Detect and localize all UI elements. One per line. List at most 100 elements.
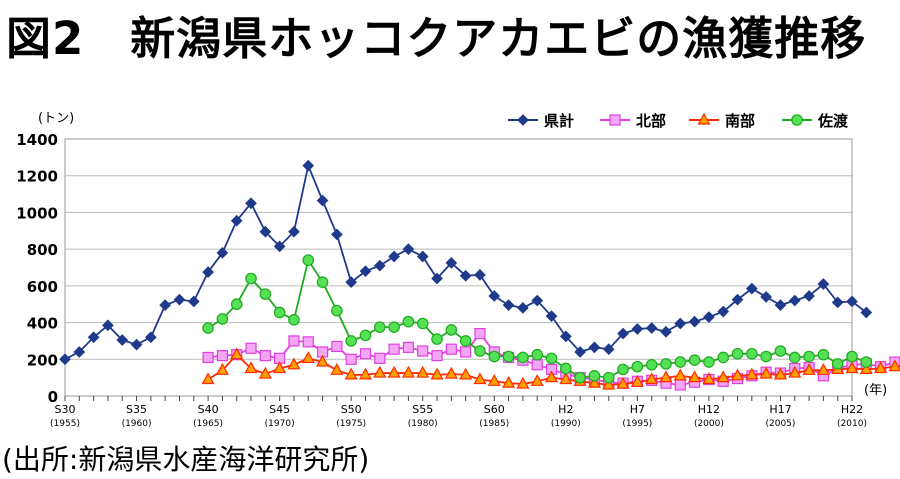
data-point (631, 360, 644, 373)
data-point (831, 358, 844, 370)
data-point (230, 298, 243, 311)
data-point (674, 317, 687, 330)
legend-label: 北部 (636, 112, 666, 130)
data-point (860, 306, 873, 319)
data-point (331, 228, 343, 241)
x-tick-sublabel: (1980) (408, 419, 438, 429)
data-point (859, 362, 873, 374)
data-point (244, 361, 258, 374)
data-point (587, 375, 601, 388)
data-point (344, 367, 358, 380)
legend-marker (609, 114, 621, 126)
data-point (731, 293, 744, 306)
data-point (259, 288, 272, 300)
data-point (631, 323, 644, 335)
data-point (445, 257, 458, 269)
data-point (545, 352, 558, 365)
data-point (331, 304, 343, 317)
x-tick-sublabel: (2005) (765, 419, 795, 429)
data-point (731, 347, 744, 360)
data-point (230, 214, 243, 227)
data-point (73, 346, 86, 358)
y-tick-label: 1000 (16, 204, 58, 222)
data-point (359, 348, 372, 360)
data-point (444, 366, 458, 379)
data-point (530, 374, 544, 386)
data-point (359, 329, 372, 342)
data-point (445, 343, 457, 355)
data-point (717, 305, 730, 318)
data-point (474, 345, 486, 357)
legend-marker (791, 114, 803, 126)
data-point (745, 282, 758, 295)
data-point (301, 351, 315, 363)
data-point (273, 361, 287, 374)
data-point (846, 295, 858, 308)
data-point (688, 354, 701, 367)
data-point (373, 321, 386, 333)
data-point (673, 368, 687, 381)
y-tick-label: 0 (48, 388, 58, 406)
x-tick-label: S40 (198, 403, 219, 416)
data-point (216, 313, 229, 325)
data-point (216, 246, 229, 259)
data-point (402, 341, 415, 353)
y-tick-label: 200 (27, 351, 58, 369)
data-point (559, 372, 573, 385)
data-point (459, 335, 472, 347)
data-point (802, 363, 816, 375)
data-point (588, 370, 601, 382)
data-point (373, 259, 386, 272)
data-point (416, 365, 430, 378)
data-point (703, 311, 715, 323)
data-point (273, 240, 286, 253)
data-point (502, 375, 516, 388)
data-point (258, 366, 272, 379)
data-point (445, 324, 458, 336)
data-point (846, 350, 858, 363)
data-point (287, 357, 301, 370)
data-point (388, 250, 400, 263)
data-point (544, 370, 559, 383)
data-point (259, 350, 271, 362)
x-tick-label: S55 (412, 403, 433, 416)
data-point (388, 321, 400, 333)
x-tick-label: S30 (55, 403, 76, 416)
data-point (401, 365, 415, 378)
data-point (259, 225, 272, 238)
data-point (488, 350, 501, 363)
data-point (803, 290, 815, 302)
data-point (316, 194, 329, 207)
data-point (487, 374, 501, 386)
data-point (688, 315, 701, 328)
data-point (531, 359, 543, 371)
legend: 県計 北部 南部 佐渡 (508, 112, 849, 130)
legend-label: 南部 (725, 112, 755, 130)
data-point (288, 225, 300, 238)
data-point (302, 336, 314, 348)
data-point (358, 367, 373, 380)
plot-area (64, 138, 853, 397)
data-point (345, 353, 357, 365)
x-tick-sublabel: (1965) (193, 419, 223, 429)
x-axis-ticks: S30 (1955) S35 (1960) S40 (1965) S45 (1970) S50 (… (50, 396, 867, 429)
data-point (803, 350, 815, 363)
x-axis-label: (年) (864, 383, 887, 398)
data-point (845, 361, 859, 374)
data-point (660, 325, 672, 338)
data-point (773, 367, 787, 380)
data-point (431, 272, 443, 285)
x-tick-label: H2 (558, 403, 573, 416)
data-point (215, 363, 229, 375)
data-point (87, 331, 100, 344)
data-point (302, 159, 315, 172)
x-tick-sublabel: (2000) (694, 419, 724, 429)
data-point (617, 327, 629, 340)
data-point (416, 250, 429, 263)
data-point (788, 351, 801, 364)
data-point (459, 269, 472, 282)
data-point (187, 295, 200, 308)
data-point (559, 330, 572, 343)
data-point (474, 327, 486, 340)
data-point (302, 254, 315, 266)
